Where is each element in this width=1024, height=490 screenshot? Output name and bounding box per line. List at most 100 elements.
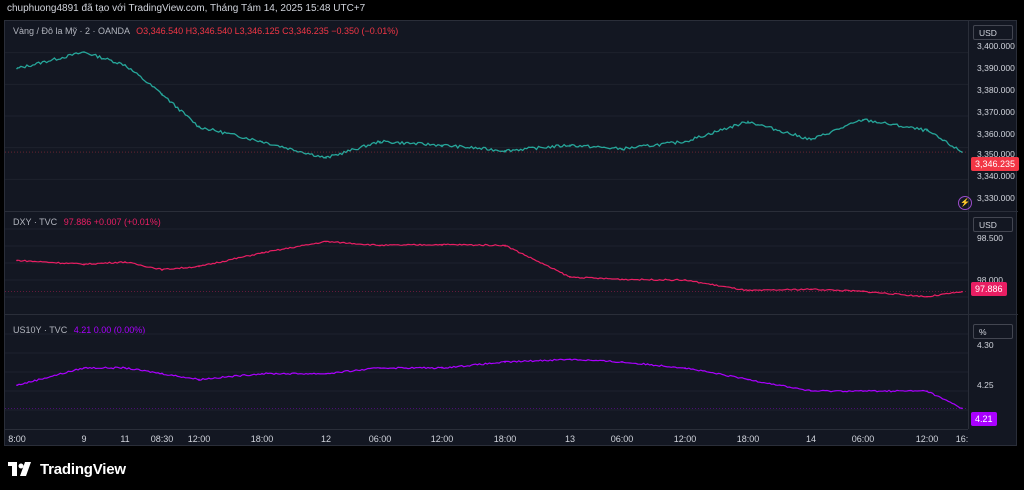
tick-label: 3,370.000	[977, 107, 1015, 117]
last-price-us10y: 4.21	[971, 412, 997, 426]
data-point	[810, 390, 812, 392]
data-point	[747, 289, 749, 292]
tick-label: 3,400.000	[977, 41, 1015, 51]
pane-dxy[interactable]: DXY · TVC 97.886 +0.007 (+0.01%)	[5, 212, 968, 314]
data-point	[569, 276, 571, 278]
data-point	[261, 140, 263, 143]
data-point	[621, 361, 623, 363]
time-tick-label: 14	[805, 434, 817, 444]
time-tick-label: 06:00	[368, 434, 392, 444]
data-point	[569, 358, 571, 361]
unit-button-dxy[interactable]: USD	[973, 217, 1013, 232]
last-price-dxy: 97.886	[971, 282, 1007, 296]
data-point	[747, 120, 749, 123]
us10y-chart[interactable]	[5, 315, 968, 429]
data-point	[325, 240, 327, 243]
tick-label: 3,360.000	[977, 129, 1015, 139]
tick-label: 3,390.000	[977, 63, 1015, 73]
time-tick-label: 18:00	[250, 434, 274, 444]
legend-dxy-value: 97.886 +0.007 (+0.01%)	[63, 217, 161, 227]
tick-label: 3,330.000	[977, 193, 1015, 203]
data-point	[441, 367, 443, 369]
data-point	[569, 144, 571, 146]
tick-label: 3,350.000	[977, 149, 1015, 159]
pane-divider[interactable]	[5, 211, 1018, 212]
time-tick-label: 08:30	[150, 434, 174, 444]
tick-label: 4.25	[977, 380, 994, 390]
data-point	[83, 51, 85, 53]
unit-button-us10y[interactable]: %	[973, 324, 1013, 339]
data-point	[83, 367, 85, 369]
data-point	[504, 361, 506, 363]
data-point	[926, 295, 928, 298]
data-point	[621, 278, 623, 281]
data-point	[441, 144, 443, 146]
lightning-icon[interactable]: ⚡	[958, 196, 972, 210]
time-tick-label: 12:00	[915, 434, 939, 444]
data-point	[504, 244, 506, 247]
data-point	[124, 64, 126, 66]
time-tick-label: 8:00	[8, 434, 26, 444]
pane-gold[interactable]: Vàng / Đô la Mỹ · 2 · OANDA O3,346.540 H…	[5, 21, 968, 211]
data-point	[198, 378, 200, 381]
tick-label: 3,340.000	[977, 171, 1015, 181]
data-point	[198, 126, 200, 128]
time-tick-label: 9	[81, 434, 87, 444]
time-tick-label: 12:00	[187, 434, 211, 444]
data-point	[161, 93, 163, 95]
time-tick-label: 12:00	[673, 434, 697, 444]
series-line	[17, 240, 963, 298]
time-tick-label: 18:00	[736, 434, 760, 444]
time-tick-label: 12:00	[430, 434, 454, 444]
last-price-gold: 3,346.235	[971, 157, 1020, 171]
legend-us10y[interactable]: US10Y · TVC 4.21 0.00 (0.00%)	[13, 325, 145, 335]
tick-label: 98.000	[977, 275, 1003, 285]
time-tick-label: 06:00	[610, 434, 634, 444]
data-point	[83, 263, 85, 266]
data-point	[379, 140, 381, 143]
pane-divider[interactable]	[5, 314, 1018, 315]
legend-gold[interactable]: Vàng / Đô la Mỹ · 2 · OANDA O3,346.540 H…	[13, 26, 398, 36]
data-point	[124, 261, 126, 263]
time-tick-label: 16:	[955, 434, 969, 444]
data-point	[379, 244, 381, 247]
time-axis[interactable]: 8:00 9 11 08:30 12:00 18:00 12 06:00 12:00 18:00 1…	[5, 429, 968, 446]
data-point	[810, 138, 812, 141]
brand-logo[interactable]: TradingView	[8, 459, 126, 479]
chart-frame: Vàng / Đô la Mỹ · 2 · OANDA O3,346.540 H…	[4, 20, 1020, 446]
data-point	[198, 265, 200, 268]
pane-us10y[interactable]: US10Y · TVC 4.21 0.00 (0.00%)	[5, 315, 968, 429]
data-point	[862, 390, 864, 392]
time-tick-label: 12	[320, 434, 332, 444]
price-axis-dxy[interactable]: 98.500 98.000	[968, 212, 1017, 314]
time-tick-label: 13	[564, 434, 576, 444]
data-point	[379, 367, 381, 369]
price-axis-us10y[interactable]: 4.30 4.25	[968, 315, 1017, 429]
tick-label: 4.30	[977, 340, 994, 350]
gold-chart[interactable]	[5, 21, 968, 211]
data-point	[261, 372, 263, 375]
tick-label: 3,380.000	[977, 85, 1015, 95]
data-point	[684, 279, 686, 281]
legend-dxy[interactable]: DXY · TVC 97.886 +0.007 (+0.01%)	[13, 217, 161, 227]
data-point	[325, 372, 327, 375]
unit-button-gold[interactable]: USD	[973, 25, 1013, 40]
data-point	[862, 118, 864, 121]
tradingview-logo-icon	[8, 462, 31, 476]
data-point	[926, 129, 928, 132]
data-point	[684, 367, 686, 369]
data-point	[747, 378, 749, 381]
dxy-chart[interactable]	[5, 212, 968, 314]
brand-name: TradingView	[40, 460, 126, 478]
price-axis-gold[interactable]: 3,400.000 3,390.000 3,380.000 3,370.000 …	[968, 21, 1017, 211]
legend-gold-symbol: Vàng / Đô la Mỹ · 2 · OANDA	[13, 26, 130, 36]
legend-us10y-value: 4.21 0.00 (0.00%)	[73, 325, 146, 335]
data-point	[621, 148, 623, 150]
legend-dxy-symbol: DXY · TVC	[13, 217, 58, 227]
data-point	[16, 67, 18, 70]
data-point	[161, 372, 163, 375]
series-line	[16, 358, 963, 409]
data-point	[124, 367, 126, 369]
chart-header: chuphuong4891 đã tạo với TradingView.com…	[7, 3, 366, 14]
data-point	[16, 259, 18, 262]
